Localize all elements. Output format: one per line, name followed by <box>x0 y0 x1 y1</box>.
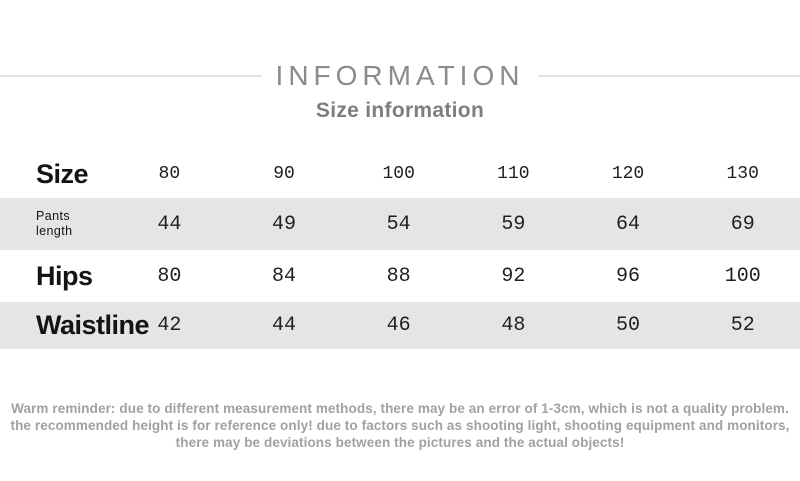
hips-value-cell: 92 <box>501 264 526 288</box>
pants-length-value-cell: 64 <box>616 212 641 236</box>
waistline-value-cell: 52 <box>730 314 755 337</box>
reminder-line: there may be deviations between the pict… <box>175 435 625 450</box>
title-left-rule <box>0 75 262 78</box>
reminder-line: Warm reminder: due to different measurem… <box>11 401 789 416</box>
hips-value-cell: 96 <box>616 264 641 288</box>
hips-value-cell: 84 <box>272 264 297 288</box>
pants-length-value-cell: 44 <box>157 212 182 236</box>
title-right-rule <box>538 75 800 78</box>
waistline-value-cell: 46 <box>386 314 411 337</box>
row-label-hips: Hips <box>36 260 93 291</box>
size-value-cell: 80 <box>158 164 181 184</box>
pants-length-value-cell: 69 <box>730 212 755 236</box>
table-row-pants-length: Pants length 44 49 54 59 64 69 <box>0 198 800 250</box>
table-row-hips: Hips 80 84 88 92 96 100 <box>0 250 800 302</box>
waistline-value-cell: 48 <box>501 314 526 337</box>
warm-reminder: Warm reminder: due to different measurem… <box>0 400 800 451</box>
table-row-size: Size 80 90 100 110 120 130 <box>0 150 800 198</box>
table-row-waistline: Waistline 42 44 46 48 50 52 <box>0 302 800 349</box>
page-title: INFORMATION <box>275 60 525 91</box>
pants-length-value-cell: 59 <box>501 212 526 236</box>
hips-value-cell: 88 <box>386 264 411 288</box>
row-label-waistline: Waistline <box>36 310 150 341</box>
size-value-cell: 110 <box>497 164 530 184</box>
waistline-value-cell: 50 <box>616 314 641 337</box>
waistline-value-cell: 44 <box>272 314 297 337</box>
hips-value-cell: 80 <box>157 264 182 288</box>
size-table: Size 80 90 100 110 120 130 Pants length … <box>0 150 800 349</box>
title-row: INFORMATION <box>0 60 800 92</box>
page-subtitle: Size information <box>315 98 485 122</box>
row-label-size: Size <box>36 158 89 189</box>
row-label-pants-length: Pants length <box>36 209 73 238</box>
waistline-value-cell: 42 <box>157 314 182 337</box>
size-value-cell: 120 <box>611 164 645 184</box>
hips-value-cell: 100 <box>724 264 761 288</box>
pants-length-value-cell: 54 <box>386 212 411 236</box>
size-value-cell: 130 <box>726 164 759 184</box>
pants-length-value-cell: 49 <box>272 212 297 236</box>
reminder-line: the recommended height is for reference … <box>10 418 790 433</box>
page-header: INFORMATION Size information <box>0 60 800 123</box>
size-value-cell: 100 <box>382 164 415 184</box>
size-value-cell: 90 <box>273 164 295 184</box>
